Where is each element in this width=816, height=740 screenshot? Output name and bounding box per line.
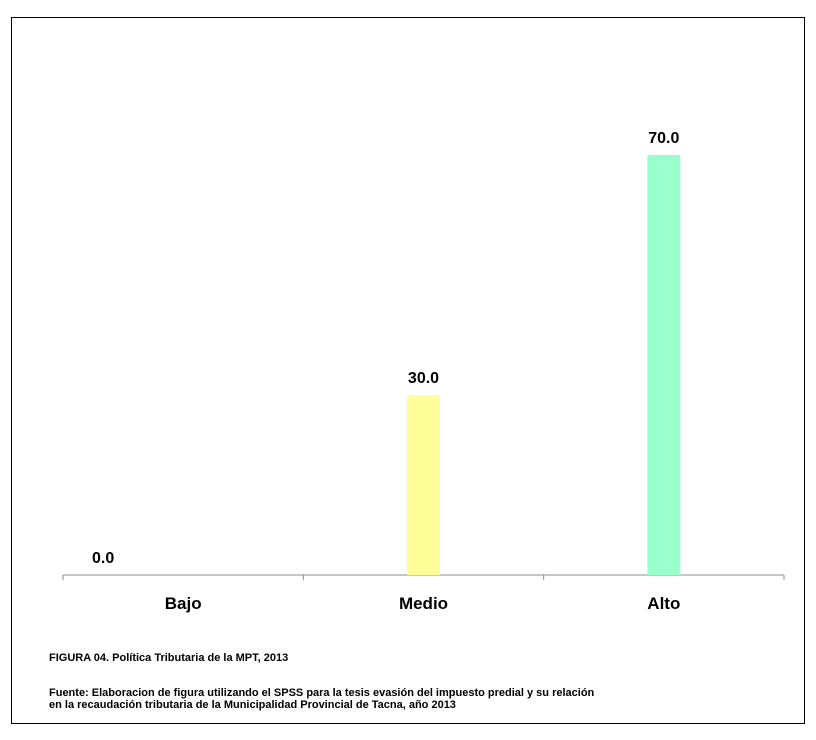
tick-label-alto: Alto — [647, 594, 680, 613]
x-axis — [62, 574, 785, 580]
tick-label-medio: Medio — [399, 594, 448, 613]
bars — [407, 155, 681, 575]
figure-caption: FIGURA 04. Política Tributaria de la MPT… — [49, 652, 289, 664]
x-tick-labels: Bajo Medio Alto — [165, 594, 681, 613]
source-line-1: Fuente: Elaboracion de figura utilizando… — [49, 687, 595, 699]
data-label-alto: 70.0 — [648, 130, 679, 147]
chart-frame — [11, 17, 805, 724]
tick-label-bajo: Bajo — [165, 594, 202, 613]
source-line-2: en la recaudación tributaria de la Munic… — [49, 699, 456, 711]
data-label-bajo: 0.0 — [92, 550, 114, 567]
bar-alto — [647, 155, 681, 575]
source-note: Fuente: Elaboracion de figura utilizando… — [49, 687, 799, 711]
data-labels: 0.0 30.0 70.0 — [92, 130, 679, 567]
data-label-medio: 30.0 — [408, 370, 439, 387]
bar-medio — [407, 395, 440, 575]
